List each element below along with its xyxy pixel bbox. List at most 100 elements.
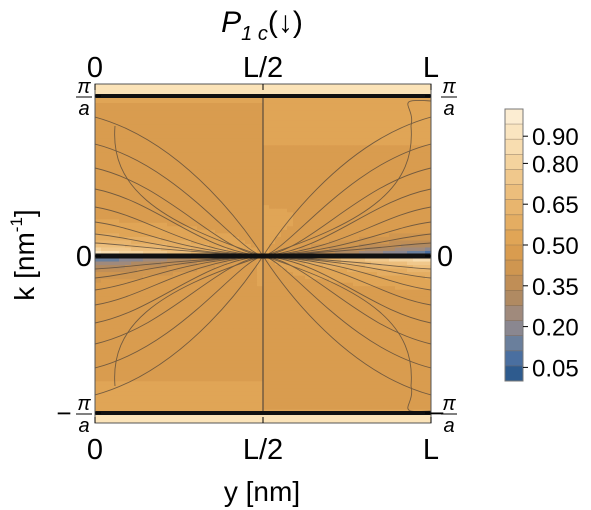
heatmap-cell xyxy=(377,300,384,305)
heatmap-cell xyxy=(125,405,132,411)
heatmap-cell xyxy=(407,155,414,160)
heatmap-cell xyxy=(293,215,300,220)
heatmap-cell xyxy=(275,272,282,277)
heatmap-cell xyxy=(419,356,426,361)
heatmap-cell xyxy=(263,166,270,171)
heatmap-cell xyxy=(287,184,294,189)
heatmap-cell xyxy=(317,212,324,217)
heatmap-cell xyxy=(371,134,378,139)
heatmap-cell xyxy=(203,117,210,122)
heatmap-cell xyxy=(167,120,174,125)
heatmap-cell xyxy=(341,233,348,238)
heatmap-cell xyxy=(359,152,366,157)
heatmap-cell xyxy=(257,173,264,178)
heatmap-cell xyxy=(131,155,138,160)
heatmap-cell xyxy=(167,370,174,375)
heatmap-cell xyxy=(179,191,186,196)
heatmap-cell xyxy=(245,398,252,404)
heatmap-cell xyxy=(233,303,240,308)
heatmap-cell xyxy=(119,307,126,312)
heatmap-cell xyxy=(359,236,366,242)
heatmap-cell xyxy=(179,384,186,389)
heatmap-cell xyxy=(107,187,114,192)
heatmap-cell xyxy=(167,180,174,185)
heatmap-cell xyxy=(407,162,414,168)
heatmap-cell xyxy=(275,222,282,227)
heatmap-cell xyxy=(221,388,228,393)
heatmap-cell xyxy=(371,127,378,132)
heatmap-cell xyxy=(101,360,108,365)
heatmap-cell xyxy=(197,367,204,372)
heatmap-cell xyxy=(101,113,108,118)
heatmap-cell xyxy=(95,155,102,160)
heatmap-cell xyxy=(347,339,354,344)
heatmap-cell xyxy=(185,201,192,206)
heatmap-cell xyxy=(305,310,312,315)
heatmap-cell xyxy=(245,282,252,287)
heatmap-cell xyxy=(323,391,330,396)
heatmap-cell xyxy=(353,374,360,379)
heatmap-cell xyxy=(233,405,240,411)
heatmap-cell xyxy=(263,155,270,160)
heatmap-cell xyxy=(221,384,228,389)
heatmap-cell xyxy=(377,335,384,340)
heatmap-cell xyxy=(269,212,276,217)
heatmap-cell xyxy=(245,212,252,217)
heatmap-cell xyxy=(119,303,126,308)
heatmap-cell xyxy=(275,152,282,157)
heatmap-cell xyxy=(131,363,138,368)
heatmap-cell xyxy=(275,240,282,245)
heatmap-cell xyxy=(119,205,126,210)
heatmap-cell xyxy=(425,331,431,337)
heatmap-cell xyxy=(419,282,426,287)
heatmap-cell xyxy=(341,363,348,368)
heatmap-cell xyxy=(245,384,252,389)
heatmap-cell xyxy=(113,177,120,182)
heatmap-cell xyxy=(377,388,384,393)
heatmap-cell xyxy=(167,110,174,115)
heatmap-cell xyxy=(413,321,420,326)
heatmap-cell xyxy=(395,272,402,277)
heatmap-cell xyxy=(335,261,342,266)
heatmap-cell xyxy=(377,198,384,203)
heatmap-cell xyxy=(101,405,108,411)
heatmap-cell xyxy=(353,120,360,125)
heatmap-cell xyxy=(323,349,330,354)
heatmap-cell xyxy=(167,169,174,175)
heatmap-cell xyxy=(371,353,378,358)
heatmap-cell xyxy=(389,169,396,175)
heatmap-cell xyxy=(137,339,144,344)
heatmap-cell xyxy=(263,395,270,400)
heatmap-cell xyxy=(161,377,168,382)
heatmap-cell xyxy=(395,134,402,139)
heatmap-cell xyxy=(215,120,222,125)
heatmap-cell xyxy=(389,198,396,203)
heatmap-cell xyxy=(155,381,162,386)
heatmap-cell xyxy=(383,205,390,210)
heatmap-cell xyxy=(113,219,120,224)
heatmap-cell xyxy=(203,169,210,175)
heatmap-cell xyxy=(317,261,324,266)
heatmap-cell xyxy=(269,286,276,291)
heatmap-cell xyxy=(263,391,270,396)
heatmap-cell xyxy=(335,377,342,382)
heatmap-cell xyxy=(407,367,414,372)
heatmap-cell xyxy=(185,148,192,153)
heatmap-cell xyxy=(257,349,264,354)
heatmap-cell xyxy=(329,279,336,284)
heatmap-cell xyxy=(359,127,366,132)
heatmap-cell xyxy=(137,212,144,217)
heatmap-cell xyxy=(221,335,228,340)
heatmap-cell xyxy=(317,360,324,365)
heatmap-cell xyxy=(401,261,408,266)
heatmap-cell xyxy=(383,173,390,178)
heatmap-cell xyxy=(311,138,318,143)
heatmap-cell xyxy=(209,113,216,118)
heatmap-cell xyxy=(299,127,306,132)
heatmap-cell xyxy=(281,395,288,400)
heatmap-cell xyxy=(95,247,102,252)
heatmap-cell xyxy=(341,96,348,101)
heatmap-cell xyxy=(119,317,126,323)
heatmap-cell xyxy=(209,353,216,358)
heatmap-cell xyxy=(257,384,264,389)
